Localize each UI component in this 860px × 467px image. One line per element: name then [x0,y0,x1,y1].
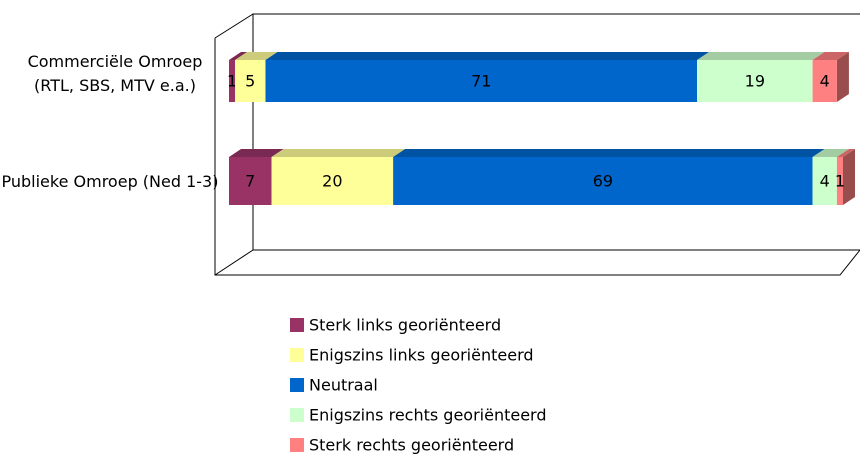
category-label: Publieke Omroep (Ned 1-3) [1,172,219,191]
bar [697,60,813,102]
bar [271,157,394,205]
bar [235,60,266,102]
bar-top [393,149,825,157]
legend-swatch [290,438,304,452]
bar-top [697,52,825,60]
data-label: 1 [835,172,845,191]
legend-label: Neutraal [309,376,378,395]
data-label: 1 [227,72,237,91]
data-label: 5 [245,72,255,91]
back-wall [214,13,860,276]
floor-front [214,38,860,276]
category-label: Commerciële Omroep (RTL, SBS, MTV e.a.) [27,52,203,95]
bar [812,157,837,205]
bar-top [271,149,406,157]
legend-swatch [290,408,304,422]
bar-top [229,52,248,60]
data-label: 7 [245,172,255,191]
legend-swatch [290,378,304,392]
legend-label: Sterk rechts georiënteerd [309,436,514,455]
bar [393,157,813,205]
bar-top [836,149,855,157]
bar [812,60,837,102]
legend-label: Enigszins rechts georiënteerd [309,406,547,425]
data-label: 4 [820,72,830,91]
legend-label: Sterk links georiënteerd [309,316,501,335]
bar [836,157,843,205]
legend-swatch [290,318,304,332]
data-label: 20 [322,172,342,191]
frame [214,13,860,276]
bar-top [812,52,849,60]
wall-edge [214,13,254,39]
bar [229,157,272,205]
data-label: 71 [471,72,491,91]
bar [229,60,236,102]
legend-swatch [290,348,304,362]
bar-side [836,52,849,102]
bar-top [265,52,710,60]
data-label: 4 [820,172,830,191]
bar-top [235,52,278,60]
bar-top [229,149,284,157]
data-label: 19 [745,72,765,91]
bar-side [843,149,855,205]
bar [265,60,698,102]
data-label: 69 [593,172,613,191]
bar-top [812,149,849,157]
legend-label: Enigszins links georiënteerd [309,346,534,365]
